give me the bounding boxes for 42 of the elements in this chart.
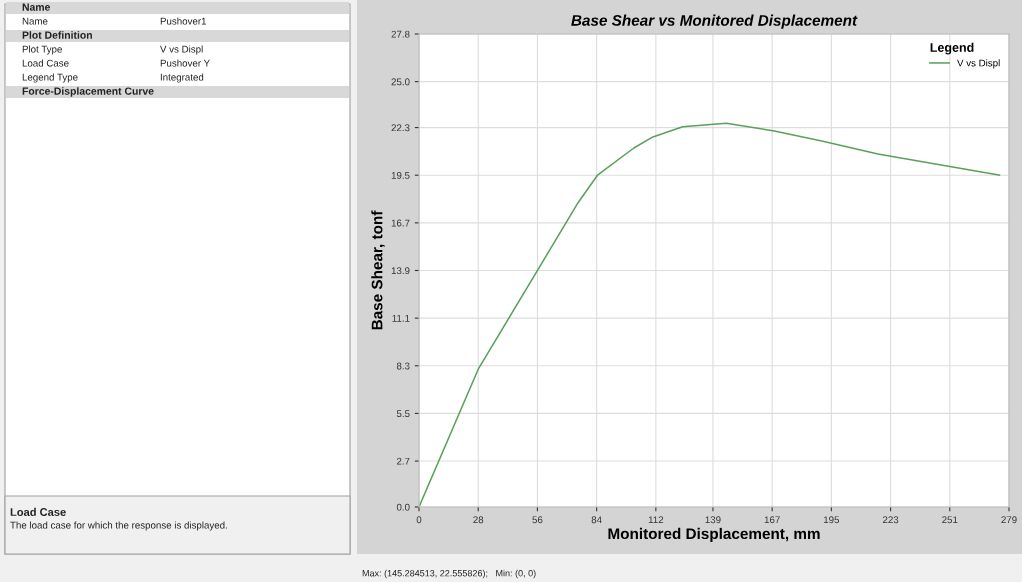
x-tick-label: 139: [705, 516, 721, 524]
text: Max: (145.284513, 22.555826); Min: (0, 0): [362, 569, 536, 579]
x-tick-label: 112: [648, 516, 664, 524]
text: Name: [22, 3, 51, 11]
y-tick-label: 0.0: [396, 503, 410, 511]
y-tick-label: 11.1: [392, 314, 410, 322]
text: V vs Displ: [160, 45, 203, 55]
text: Pushover Y: [160, 59, 210, 67]
text: Force-Displacement Curve: [22, 87, 154, 97]
x-tick-label: 84: [591, 516, 602, 524]
y-tick-label: 2.7: [396, 457, 410, 465]
y-axis-title: Base Shear, tonf: [371, 210, 385, 330]
y-tick-label: 5.5: [396, 410, 410, 418]
legend-title: Legend: [930, 42, 974, 55]
y-tick-label: 27.8: [391, 30, 410, 38]
line-series: [419, 122, 1001, 507]
x-tick-label: 56: [532, 516, 543, 524]
y-tick-label: 16.7: [391, 219, 410, 227]
x-tick-label: 28: [473, 516, 484, 524]
text: The load case for which the response is displayed.: [10, 521, 227, 531]
text: Integrated: [160, 73, 204, 83]
text: Pushover1: [160, 17, 207, 25]
y-tick-label: 25.0: [391, 78, 410, 86]
text: Legend Type: [22, 73, 78, 83]
x-tick-label: 223: [882, 516, 899, 524]
x-tick-label: 251: [942, 516, 958, 524]
y-tick-label: 8.3: [396, 362, 410, 370]
chart-title: Base Shear vs Monitored Displacement: [571, 14, 858, 29]
x-axis-title: Monitored Displacement, mm: [608, 527, 820, 543]
text: Name: [22, 17, 48, 25]
text: Plot Definition: [22, 31, 92, 39]
x-tick-label: 279: [1001, 516, 1017, 524]
x-tick-label: 0: [416, 516, 422, 524]
x-tick-label: 195: [824, 516, 840, 524]
text: Load Case: [22, 59, 69, 67]
text: Load Case: [10, 507, 66, 516]
x-tick-label: 167: [764, 516, 780, 524]
legend-label: V vs Displ: [957, 59, 1000, 69]
y-tick-label: 19.5: [391, 171, 410, 179]
y-tick-label: 22.3: [391, 124, 410, 132]
y-tick-label: 13.9: [391, 267, 410, 275]
text: Plot Type: [22, 45, 62, 55]
